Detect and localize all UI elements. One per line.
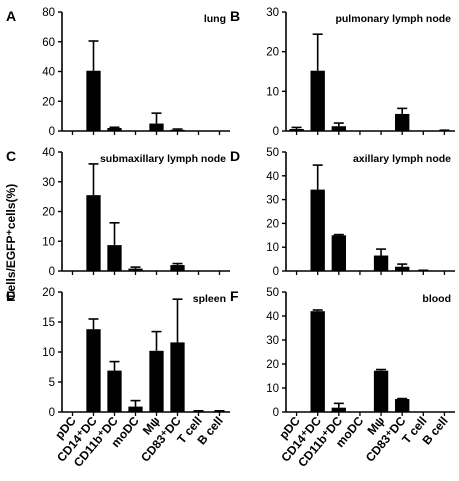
y-tick-label: 30	[266, 195, 279, 207]
bar-2-3	[128, 268, 143, 271]
bar-4-1	[86, 329, 101, 412]
y-tick-label: 10	[266, 383, 279, 395]
panel-title: submaxillary lymph node	[100, 153, 226, 165]
panel-letter: D	[230, 148, 240, 164]
panel-letter: E	[6, 288, 15, 304]
y-tick-label: 20	[42, 207, 55, 219]
bar-2-1	[86, 195, 101, 271]
y-tick-label: 40	[42, 147, 55, 159]
y-tick-label: 20	[42, 287, 55, 299]
y-tick-label: 30	[42, 177, 55, 189]
bar-4-4	[149, 350, 164, 412]
panel-letter: B	[230, 8, 240, 24]
bar-0-1	[86, 70, 101, 131]
bar-3-1	[310, 189, 325, 271]
y-tick-label: 10	[266, 86, 279, 98]
y-tick-label: 0	[273, 266, 279, 278]
bar-5-2	[331, 407, 346, 412]
y-tick-label: 0	[273, 126, 279, 138]
y-tick-label: 50	[266, 287, 279, 299]
panel-title: spleen	[193, 293, 226, 305]
y-tick-label: 40	[42, 67, 55, 79]
bar-0-2	[107, 128, 122, 131]
panel-letter: A	[6, 8, 16, 24]
bar-4-2	[107, 370, 122, 412]
panel-title: blood	[422, 293, 451, 305]
panel-letter: C	[6, 148, 16, 164]
y-tick-label: 20	[266, 218, 279, 230]
bar-5-1	[310, 311, 325, 412]
y-tick-label: 0	[49, 407, 55, 419]
bar-2-2	[107, 245, 122, 271]
y-tick-label: 40	[266, 311, 279, 323]
y-tick-label: 80	[42, 7, 55, 19]
bar-1-0	[289, 129, 304, 131]
y-tick-label: 0	[49, 126, 55, 138]
y-tick-label: 10	[266, 242, 279, 254]
panel-title: lung	[204, 13, 226, 25]
bar-1-1	[310, 70, 325, 131]
y-tick-label: 5	[49, 377, 55, 389]
y-tick-label: 30	[266, 7, 279, 19]
panel-title: axillary lymph node	[353, 153, 451, 165]
bar-3-2	[331, 235, 346, 271]
bar-0-4	[149, 123, 164, 131]
bar-0-5	[170, 129, 185, 131]
panel-title: pulmonary lymph node	[335, 13, 451, 25]
bar-4-5	[170, 342, 185, 412]
bar-5-4	[373, 370, 389, 412]
bar-4-7	[212, 411, 227, 412]
y-tick-label: 40	[266, 171, 279, 183]
bar-3-4	[373, 255, 389, 271]
y-tick-label: 10	[42, 347, 55, 359]
y-tick-label: 20	[42, 96, 55, 108]
y-tick-label: 50	[266, 147, 279, 159]
y-tick-label: 0	[273, 407, 279, 419]
y-tick-label: 30	[266, 335, 279, 347]
bar-5-5	[395, 399, 410, 412]
y-tick-label: 60	[42, 37, 55, 49]
y-tick-label: 20	[266, 47, 279, 59]
bar-4-3	[128, 406, 143, 412]
y-tick-label: 10	[42, 236, 55, 248]
y-tick-label: 15	[42, 317, 55, 329]
bar-2-5	[170, 265, 185, 271]
bar-3-5	[395, 266, 410, 271]
bar-1-5	[395, 113, 410, 131]
bar-4-6	[191, 411, 206, 412]
y-tick-label: 0	[49, 266, 55, 278]
bar-1-2	[331, 126, 346, 131]
y-axis-label: Cells/EGFP⁺cells(%)	[4, 184, 18, 300]
y-tick-label: 20	[266, 359, 279, 371]
panel-letter: F	[230, 288, 239, 304]
